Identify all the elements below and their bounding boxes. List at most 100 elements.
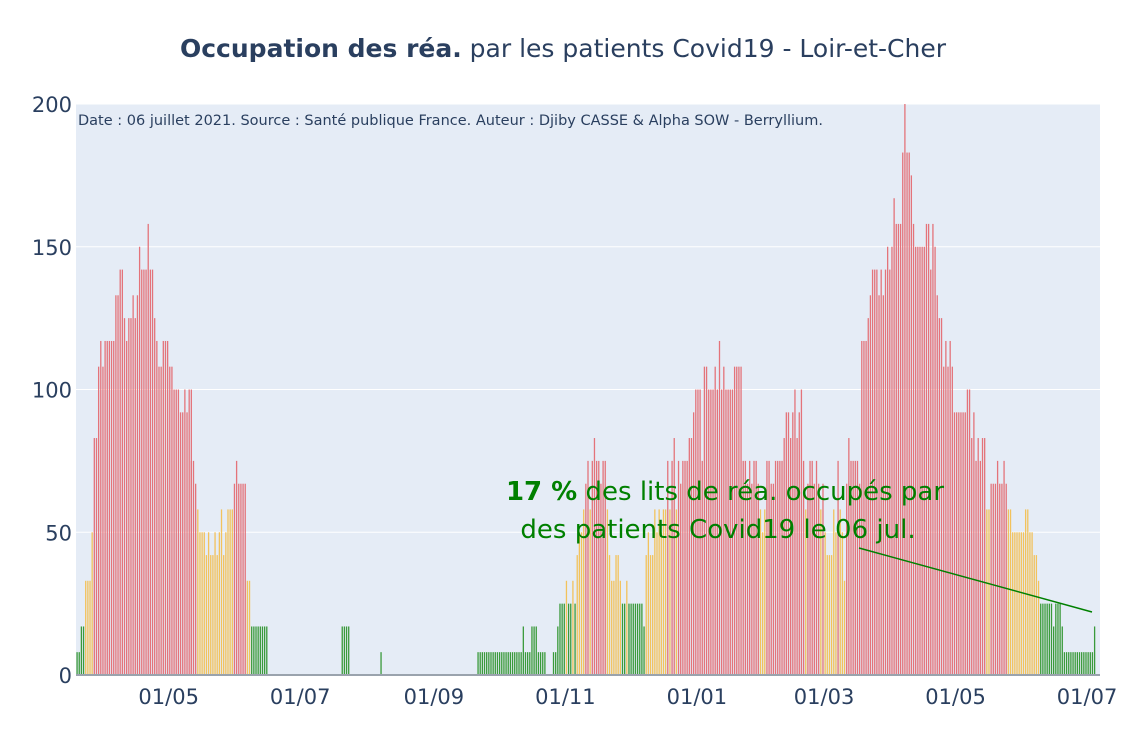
bar (218, 532, 221, 675)
chart-title: Occupation des réa. par les patients Cov… (180, 34, 947, 63)
bar (95, 438, 98, 675)
bar (684, 460, 686, 675)
bar (710, 389, 712, 675)
bar (846, 483, 848, 675)
bar (102, 366, 104, 675)
bar (960, 412, 962, 675)
bar (977, 438, 979, 675)
source-note: Date : 06 juillet 2021. Source : Santé p… (78, 113, 823, 129)
bar (899, 223, 902, 675)
bar (826, 555, 828, 675)
bar (138, 246, 141, 675)
bar (1063, 652, 1066, 675)
bar (1053, 626, 1055, 675)
bar (656, 532, 658, 675)
bar (529, 652, 531, 675)
bar (244, 483, 246, 675)
bar (1014, 532, 1016, 675)
bar (205, 555, 208, 675)
bar (483, 652, 486, 675)
bar (988, 509, 990, 675)
bar (537, 652, 540, 675)
bar (703, 366, 706, 675)
annotation-arrow (858, 547, 1093, 613)
bar (246, 580, 249, 675)
bar (690, 438, 693, 675)
x-tick-label: 01/05 (925, 685, 986, 709)
bar (856, 460, 859, 675)
bar (705, 366, 708, 675)
x-tick-label: 01/07 (1057, 685, 1118, 709)
bar (617, 555, 619, 675)
bar (505, 652, 507, 675)
bar (943, 366, 945, 675)
bar (490, 652, 492, 675)
bar (210, 555, 212, 675)
bar (839, 509, 841, 675)
bar (654, 509, 656, 675)
bar (600, 483, 602, 675)
bar (830, 555, 833, 675)
grid-lines (76, 103, 1100, 533)
bar (78, 652, 80, 675)
bar (257, 626, 259, 675)
bar (113, 340, 115, 675)
bar (874, 269, 876, 675)
bar (606, 509, 609, 675)
bar (507, 652, 509, 675)
bar (184, 389, 186, 675)
bar (565, 580, 568, 675)
bar (380, 652, 382, 675)
bar (143, 269, 145, 675)
bar (966, 389, 969, 675)
bar (576, 555, 578, 675)
x-tick-label: 01/11 (535, 685, 596, 709)
bar (93, 438, 95, 675)
bar (1057, 603, 1059, 675)
bar (539, 652, 542, 675)
bar (869, 295, 872, 675)
bar (624, 603, 626, 675)
bar (494, 652, 496, 675)
bar (516, 652, 518, 675)
bar (608, 555, 611, 675)
bar (214, 532, 216, 675)
bar (675, 509, 678, 675)
bar (626, 580, 628, 675)
y-tick-label: 200 (32, 93, 72, 117)
bar (716, 389, 718, 675)
bar (261, 626, 264, 675)
bar (893, 198, 895, 675)
bar (749, 460, 751, 675)
bar (792, 412, 794, 675)
bar (897, 223, 900, 675)
bar (731, 389, 734, 675)
bar (1035, 555, 1038, 675)
bar (697, 389, 699, 675)
bar (343, 626, 346, 675)
bar (1085, 652, 1087, 675)
bar (876, 269, 878, 675)
bar (220, 509, 223, 675)
bar (915, 246, 917, 675)
bar (123, 318, 126, 675)
bar (871, 269, 874, 675)
bar (802, 460, 805, 675)
bar (652, 555, 654, 675)
bar (936, 295, 938, 675)
bar (1072, 652, 1074, 675)
bar (212, 555, 214, 675)
bar (82, 626, 85, 675)
bar (1070, 652, 1072, 675)
bar (97, 366, 100, 675)
bar (800, 389, 803, 675)
x-tick-label: 01/09 (404, 685, 465, 709)
bar (714, 366, 716, 675)
bar (158, 366, 160, 675)
bar (979, 460, 982, 675)
bar (259, 626, 261, 675)
bar (1007, 509, 1010, 675)
bar (692, 412, 695, 675)
bar (955, 412, 958, 675)
bar (100, 340, 102, 675)
